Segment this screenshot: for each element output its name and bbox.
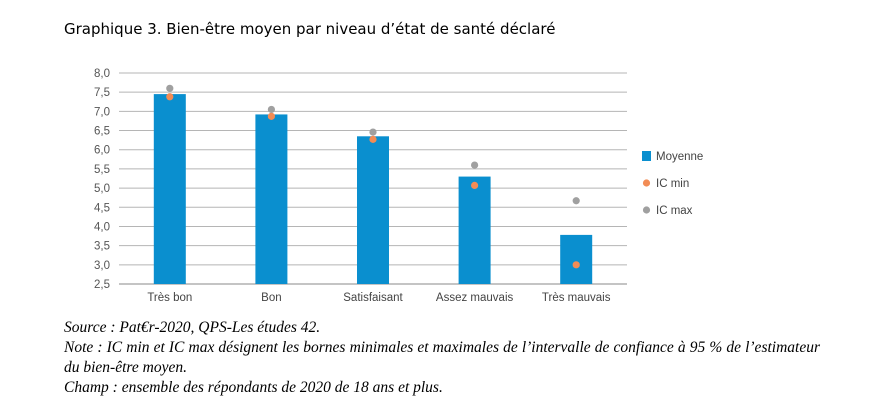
ic-min-point bbox=[166, 93, 174, 101]
bar bbox=[153, 94, 186, 284]
y-tick-label: 3,0 bbox=[94, 260, 110, 272]
scope-note: Champ : ensemble des répondants de 2020 … bbox=[64, 379, 443, 396]
y-tick-label: 8,0 bbox=[94, 68, 110, 80]
y-tick-label: 4,0 bbox=[94, 221, 110, 233]
x-axis-categories: Très bon Bon Satisfaisant Assez mauvais Très… bbox=[147, 292, 610, 304]
x-category-label: Très bon bbox=[147, 292, 192, 304]
ic-min-point bbox=[267, 112, 275, 120]
ic-min-point bbox=[471, 181, 479, 190]
x-category-label: Satisfaisant bbox=[343, 292, 403, 304]
ic-max-point bbox=[369, 128, 377, 136]
legend-label: IC max bbox=[656, 205, 693, 217]
bar bbox=[458, 176, 491, 284]
legend-swatch bbox=[642, 206, 651, 214]
y-tick-label: 6,0 bbox=[94, 145, 110, 157]
y-tick-label: 7,5 bbox=[94, 87, 110, 99]
method-note: Note : IC min et IC max désignent les bo… bbox=[64, 339, 820, 376]
x-category-label: Bon bbox=[261, 292, 281, 304]
legend-swatch bbox=[642, 151, 651, 161]
y-axis-ticks: 8,0 7,5 7,0 6,5 6,0 5,5 5,0 4,5 4,0 3,5 3,0 2,5 bbox=[94, 68, 110, 291]
x-category-label: Assez mauvais bbox=[436, 292, 514, 304]
y-tick-label: 5,5 bbox=[94, 164, 110, 176]
ci-points bbox=[166, 84, 580, 269]
bar bbox=[255, 114, 288, 284]
ic-max-point bbox=[267, 105, 275, 114]
source-note: Source : Pat€r-2020, QPS-Les études 42. bbox=[64, 319, 321, 336]
y-tick-label: 6,5 bbox=[94, 126, 110, 138]
ic-max-point bbox=[166, 84, 174, 92]
ic-max-point bbox=[471, 161, 479, 169]
ic-max-point bbox=[572, 197, 580, 205]
bars bbox=[153, 94, 593, 284]
legend-swatch bbox=[642, 179, 651, 187]
y-tick-label: 2,5 bbox=[94, 279, 110, 291]
legend-label: IC min bbox=[656, 178, 689, 190]
x-category-label: Très mauvais bbox=[542, 292, 611, 304]
y-tick-label: 7,0 bbox=[94, 106, 110, 118]
y-tick-label: 4,5 bbox=[94, 202, 110, 214]
y-tick-label: 3,5 bbox=[94, 241, 110, 253]
ic-min-point bbox=[572, 261, 580, 269]
ic-min-point bbox=[369, 135, 377, 143]
notes: Source : Pat€r-2020, QPS-Les études 42. … bbox=[64, 318, 820, 398]
bar bbox=[560, 234, 593, 284]
legend-label: Moyenne bbox=[656, 151, 703, 163]
legend: Moyenne IC min IC max bbox=[642, 151, 703, 217]
bar bbox=[357, 136, 389, 284]
y-tick-label: 5,0 bbox=[94, 183, 110, 195]
chart-title: Graphique 3. Bien-être moyen par niveau … bbox=[64, 20, 556, 38]
